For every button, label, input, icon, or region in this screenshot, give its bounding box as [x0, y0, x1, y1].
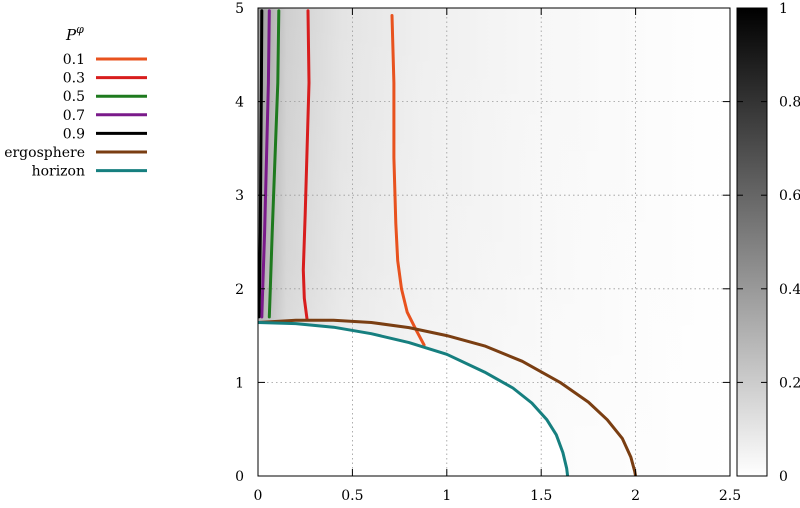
series-line-0-1 [390, 14, 426, 347]
legend-title-main: P [65, 26, 77, 44]
y-tick-label: 0 [235, 469, 244, 485]
series-line-ergosphere [258, 318, 638, 476]
legend-label: 0.1 [63, 52, 85, 68]
legend-label: 0.5 [63, 89, 85, 105]
legend-entries: 0.1 0.3 0.5 0.7 0.9 ergosphere horizon [4, 52, 147, 180]
x-tick-label: 2 [631, 488, 640, 504]
legend: Pφ 0.1 0.3 0.5 0.7 0.9 ergosphere horizon [4, 23, 147, 180]
y-tick-label: 4 [235, 95, 244, 111]
colorbar-tick-label: 1 [779, 1, 788, 17]
series-line-0-5 [267, 9, 281, 319]
field-shading-fade [258, 8, 730, 476]
plot-frame [257, 7, 731, 477]
series-line-0-7 [260, 9, 271, 319]
y-tick-label: 3 [235, 188, 244, 204]
legend-label: ergosphere [4, 145, 85, 161]
series-line-horizon [258, 321, 570, 476]
legend-label: 0.3 [63, 71, 85, 87]
x-tick-label: 0 [254, 488, 263, 504]
legend-title: Pφ [65, 23, 84, 44]
grid [258, 8, 730, 476]
legend-label: horizon [32, 164, 85, 180]
colorbar-tick-label: 0 [779, 469, 788, 485]
colorbar-tick-label: 0.2 [779, 375, 800, 391]
colorbar-tick-label: 0.4 [779, 282, 800, 298]
legend-label: 0.7 [63, 108, 85, 124]
plot-area: 0 0.5 1 1.5 2 2.5 0 1 2 3 4 5 [235, 1, 741, 504]
y-tick-label: 5 [235, 1, 244, 17]
legend-title-superscript: φ [76, 23, 84, 36]
colorbar-tick-label: 0.8 [779, 95, 800, 111]
x-tick-label: 1.5 [530, 488, 552, 504]
series-line-0-3 [301, 9, 311, 322]
colorbar-tick-label: 0.6 [779, 188, 800, 204]
y-tick-label: 1 [235, 375, 244, 391]
y-axis-ticks: 0 1 2 3 4 5 [235, 1, 730, 485]
x-tick-label: 2.5 [719, 488, 741, 504]
legend-label: 0.9 [63, 126, 85, 142]
colorbar-gradient [736, 7, 768, 477]
colorbar-ticks: 0 0.2 0.4 0.6 0.8 1 [737, 1, 800, 485]
x-tick-label: 1 [442, 488, 451, 504]
colorbar: 0 0.2 0.4 0.6 0.8 1 [736, 1, 800, 485]
x-tick-label: 0.5 [341, 488, 363, 504]
x-axis-ticks: 0 0.5 1 1.5 2 2.5 [254, 8, 741, 504]
y-tick-label: 2 [235, 282, 244, 298]
